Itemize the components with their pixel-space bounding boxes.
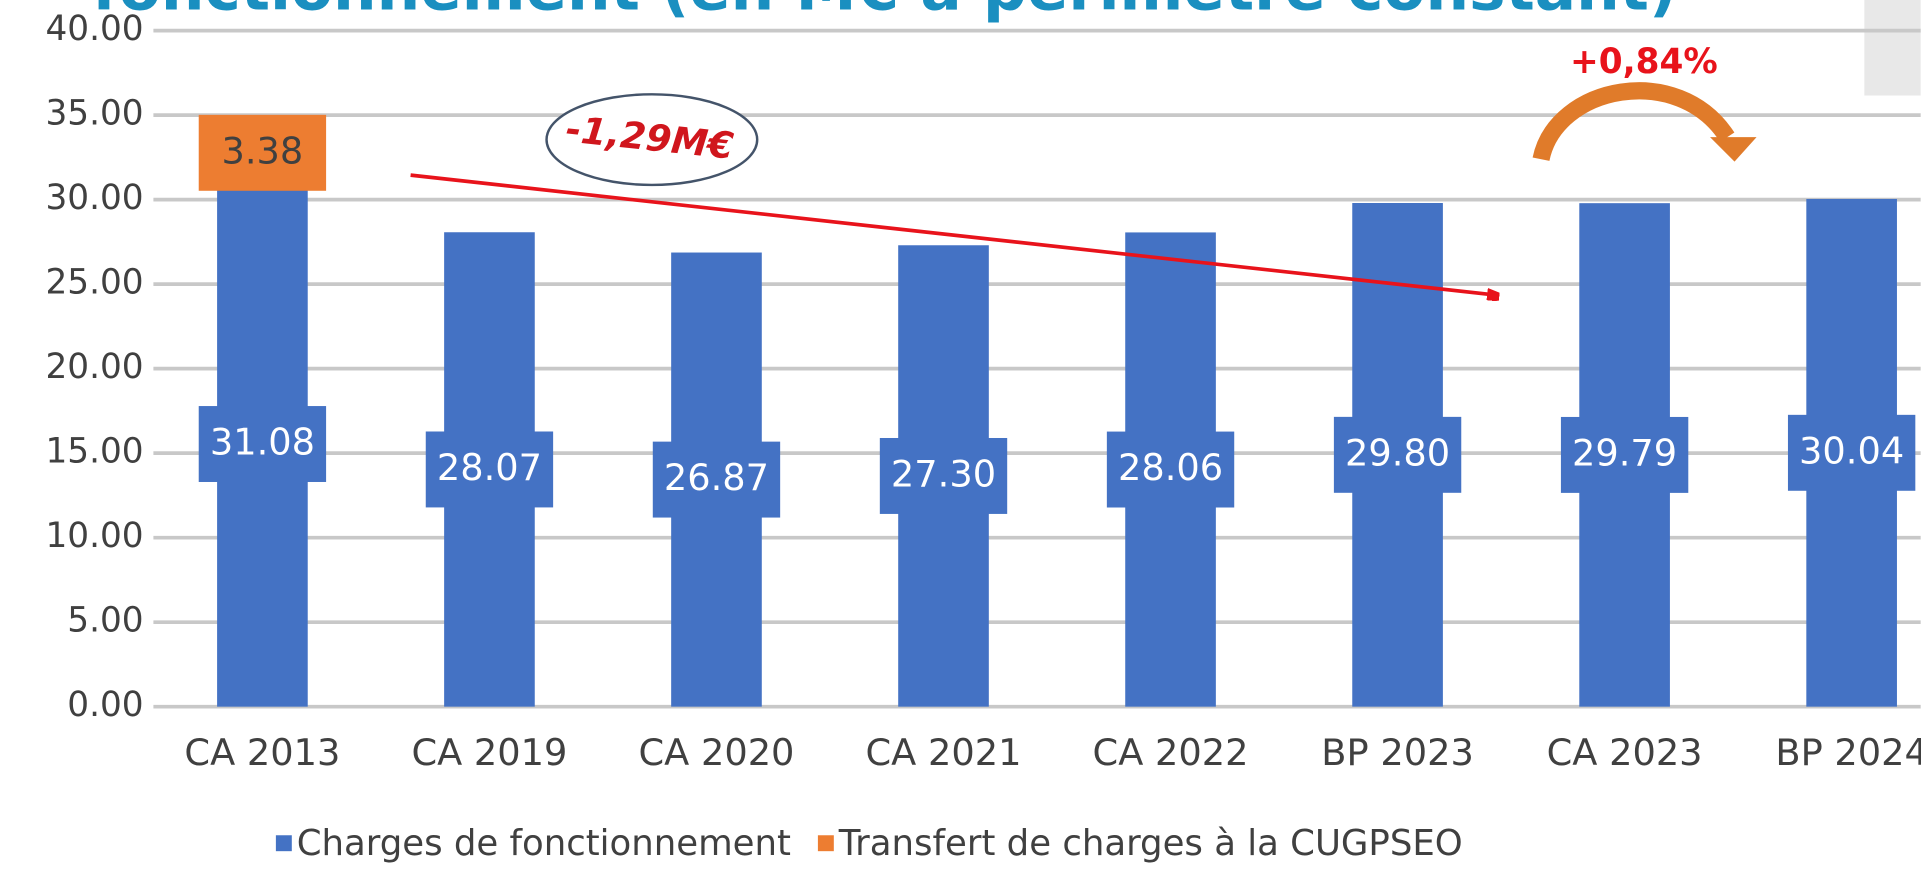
value-label: 3.38	[222, 129, 304, 172]
legend-label: Transfert de charges à la CUGPSEO	[838, 823, 1463, 864]
value-label-box	[1787, 414, 1916, 491]
y-tick-label: 15.00	[45, 432, 143, 472]
value-label: 29.79	[1572, 431, 1677, 474]
y-tick-label: 35.00	[45, 94, 143, 134]
legend-swatch	[275, 835, 292, 852]
annotation-ellipse	[545, 93, 759, 187]
value-label-box	[1333, 416, 1462, 493]
value-label: 28.07	[437, 446, 542, 489]
value-label: 28.06	[1118, 446, 1223, 489]
growth-arrow	[1532, 82, 1735, 162]
legend-label: Charges de fonctionnement	[297, 823, 791, 864]
x-tick-label: CA 2023	[1547, 731, 1703, 774]
x-tick-label: CA 2022	[1093, 731, 1249, 774]
value-label-box	[198, 114, 327, 191]
chart-title: fonctionnement (en M€ à périmètre consta…	[92, 0, 1677, 24]
x-tick-label: CA 2020	[638, 731, 794, 774]
value-label-box	[198, 406, 327, 482]
value-label: 29.80	[1345, 431, 1450, 474]
x-tick-label: CA 2019	[411, 731, 567, 774]
x-tick-label: CA 2021	[866, 731, 1022, 774]
value-label-box	[652, 441, 781, 518]
value-label-box	[1106, 431, 1235, 508]
value-label: 31.08	[210, 421, 315, 464]
annotation: +0,84%	[1570, 42, 1718, 82]
y-tick-label: 25.00	[45, 263, 143, 303]
value-label-box	[879, 437, 1008, 514]
value-label: 27.30	[891, 452, 996, 495]
thumbnail	[1864, 0, 1921, 96]
x-tick-label: CA 2013	[184, 731, 340, 774]
y-tick-label: 30.00	[45, 178, 143, 218]
value-label: 26.87	[664, 456, 769, 499]
y-tick-label: 10.00	[45, 516, 143, 556]
value-label: 30.04	[1799, 429, 1904, 472]
y-tick-label: 20.00	[45, 347, 143, 387]
trend-arrow	[410, 173, 1497, 295]
legend-swatch	[817, 835, 834, 852]
value-label-box	[425, 431, 554, 508]
y-tick-label: 5.00	[67, 601, 143, 641]
growth-arrow-head	[1710, 137, 1757, 162]
y-tick-label: 0.00	[67, 685, 143, 725]
value-label-box	[1560, 416, 1689, 493]
x-tick-label: BP 2024	[1775, 731, 1921, 774]
y-tick-label: 40.00	[45, 9, 143, 49]
x-tick-label: BP 2023	[1321, 731, 1474, 774]
